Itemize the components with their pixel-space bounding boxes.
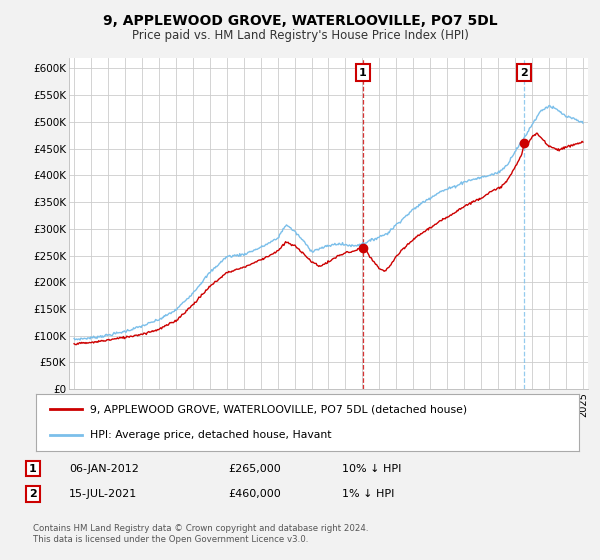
Text: 9, APPLEWOOD GROVE, WATERLOOVILLE, PO7 5DL: 9, APPLEWOOD GROVE, WATERLOOVILLE, PO7 5…: [103, 14, 497, 28]
Text: 2: 2: [29, 489, 37, 499]
Text: £460,000: £460,000: [228, 489, 281, 499]
Text: 1: 1: [359, 68, 367, 78]
Text: 2: 2: [520, 68, 528, 78]
Text: 10% ↓ HPI: 10% ↓ HPI: [342, 464, 401, 474]
Text: HPI: Average price, detached house, Havant: HPI: Average price, detached house, Hava…: [91, 431, 332, 440]
Text: 1: 1: [29, 464, 37, 474]
Text: £265,000: £265,000: [228, 464, 281, 474]
Text: Contains HM Land Registry data © Crown copyright and database right 2024.
This d: Contains HM Land Registry data © Crown c…: [33, 524, 368, 544]
Text: 15-JUL-2021: 15-JUL-2021: [69, 489, 137, 499]
Text: 06-JAN-2012: 06-JAN-2012: [69, 464, 139, 474]
Text: 1% ↓ HPI: 1% ↓ HPI: [342, 489, 394, 499]
Text: Price paid vs. HM Land Registry's House Price Index (HPI): Price paid vs. HM Land Registry's House …: [131, 29, 469, 42]
Text: 9, APPLEWOOD GROVE, WATERLOOVILLE, PO7 5DL (detached house): 9, APPLEWOOD GROVE, WATERLOOVILLE, PO7 5…: [91, 404, 467, 414]
